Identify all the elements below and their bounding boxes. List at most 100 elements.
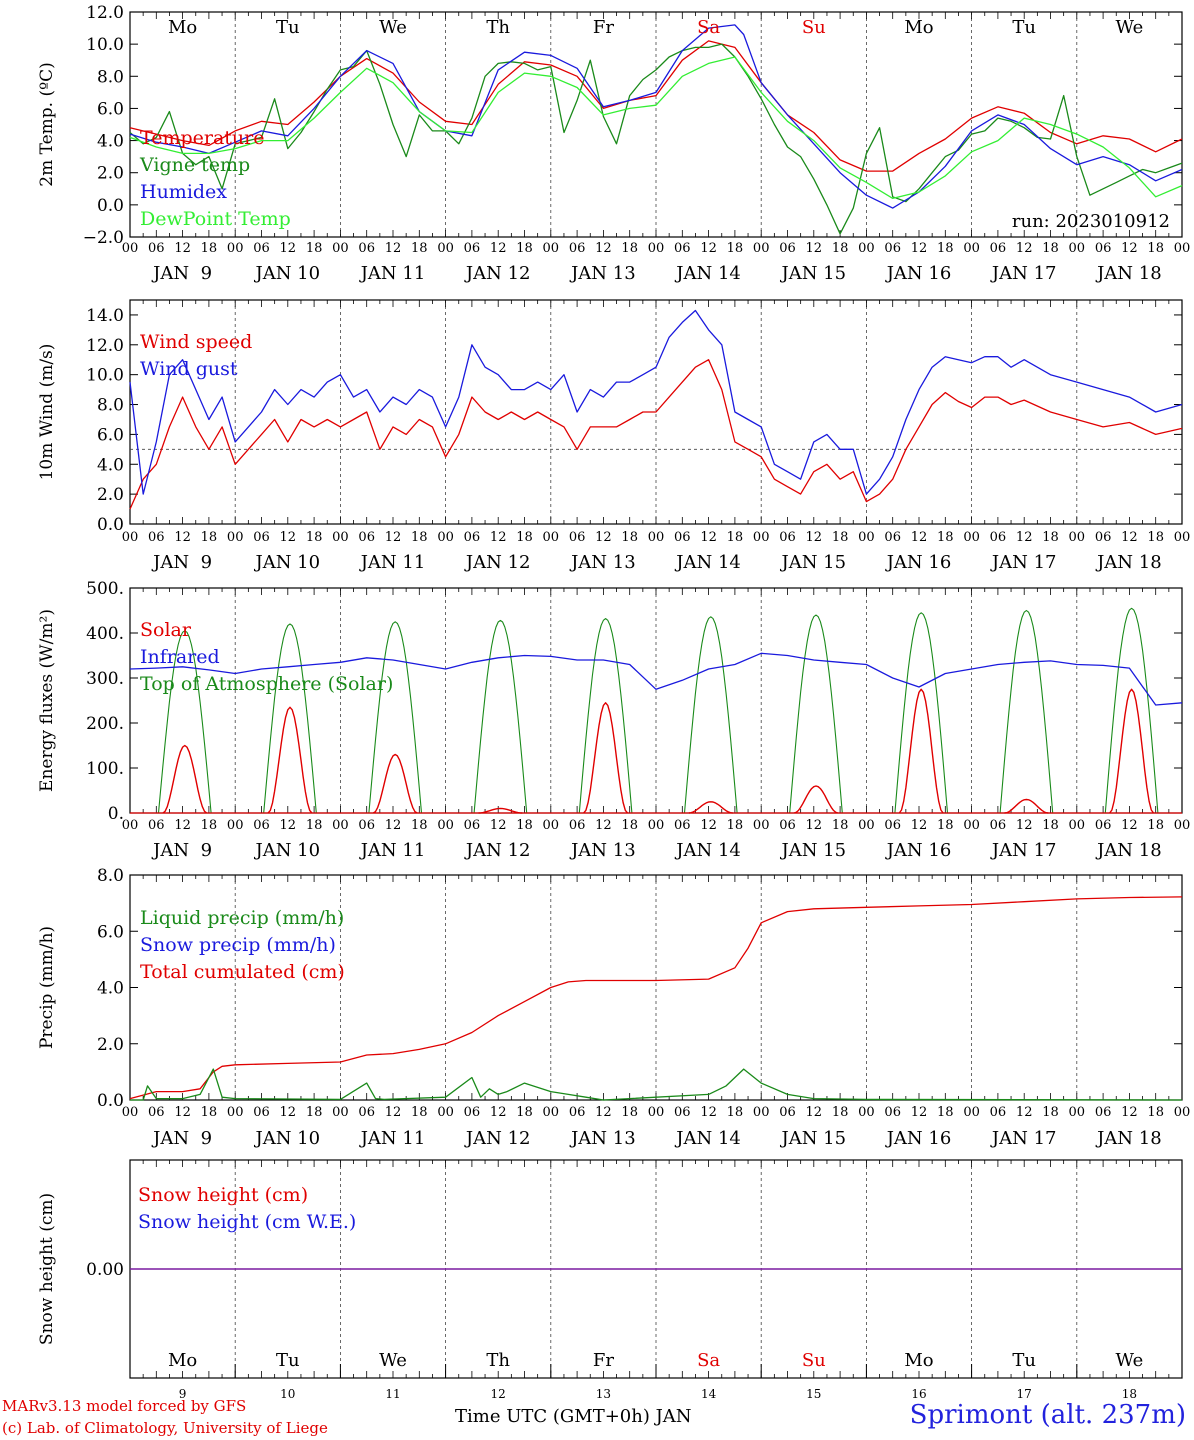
panel-4-hour-label: 12 [1121,1105,1138,1120]
panel-4-hour-label: 00 [543,1105,560,1120]
panel-1-ytick-label: 10.0 [86,35,124,55]
panel-3-legend-item: Infrared [140,646,220,668]
lab-credit: (c) Lab. of Climatology, University of L… [2,1419,328,1437]
panel-1-hour-label: 12 [911,241,928,256]
toa-solar-line [473,619,528,814]
panel-2-date-label: JAN 11 [359,552,426,573]
panel-3-hour-label: 12 [1016,818,1033,833]
weekday-label: We [1116,1350,1144,1371]
panel-1-hour-label: 00 [227,241,244,256]
day-number-label: 9 [179,1387,187,1401]
panel-2-hour-label: 06 [253,530,270,545]
weekday-label: Fr [593,17,614,38]
toa-solar-line [894,612,949,814]
panel-2-ytick-label: 10.0 [86,366,124,386]
panel-1-ytick-label: 12.0 [86,3,124,23]
panel-4-hour-label: 06 [1095,1105,1112,1120]
panel-4-ytick-label: 8.0 [97,866,124,886]
panel-4-hour-label: 06 [253,1105,270,1120]
panel-1-legend-item: DewPoint Temp [140,208,291,230]
panel-1-hour-label: 06 [253,241,270,256]
panel-3-date-label: JAN 17 [990,840,1057,861]
toa-solar-line [263,623,317,814]
panel-3-hour-label: 00 [1174,818,1191,833]
panel-3-hour-label: 12 [385,818,402,833]
toa-solar-line [999,609,1054,814]
panel-4-ylabel: Precip (mm/h) [37,926,57,1049]
weekday-label: Su [802,17,826,38]
toa-solar-line [578,618,633,814]
panel-2-hour-label: 00 [332,530,349,545]
panel-4-hour-label: 18 [306,1105,323,1120]
panel-1-hour-label: 06 [779,241,796,256]
panel-3-date-label: JAN 12 [464,840,531,861]
solar-line [267,706,313,814]
solar-line [372,753,418,814]
panel-1-legend-item: Vigne temp [139,154,250,176]
panel-4-hour-label: 12 [700,1105,717,1120]
panel-4-hour-label: 12 [280,1105,297,1120]
panel-3-hour-label: 18 [306,818,323,833]
panel-2-hour-label: 12 [806,530,823,545]
panel-4-hour-label: 18 [201,1105,218,1120]
panel-1-hour-label: 00 [963,241,980,256]
toa-solar-line [1104,607,1159,814]
weekday-label: We [1116,17,1144,38]
panel-4-hour-label: 18 [516,1105,533,1120]
panel-2-date-label: JAN 18 [1095,552,1162,573]
panel-4-date-label: JAN 14 [674,1128,741,1149]
panel-3-hour-label: 18 [727,818,744,833]
panel-3-date-label: JAN 9 [151,840,212,861]
panel-4-date-label: JAN 15 [780,1128,847,1149]
panel-3-hour-label: 00 [648,818,665,833]
panel-1-hour-label: 18 [516,241,533,256]
toa-solar-line [789,614,843,814]
toa-solar-line [368,621,423,814]
panel-4-hour-label: 00 [1174,1105,1191,1120]
panel-1-hour-label: 12 [806,241,823,256]
panel-1-legend-item: Humidex [140,181,227,203]
weekday-label: Mo [904,1350,933,1371]
weekday-label: Th [486,1350,510,1371]
panel-3-date-label: JAN 11 [359,840,426,861]
panel-3-hour-label: 18 [937,818,954,833]
panel-1-legend-item: Temperature [140,127,264,149]
panel-1-date-label: JAN 15 [780,263,847,284]
panel-2-hour-label: 18 [937,530,954,545]
panel-3-hour-label: 12 [490,818,507,833]
toa-solar-line [683,616,738,814]
panel-4-ytick-label: 0.0 [97,1091,124,1111]
panel-3-hour-label: 00 [332,818,349,833]
panel-2-hour-label: 18 [516,530,533,545]
wind-gust-line [129,309,1183,495]
infrared-line [129,652,1183,706]
panel-3-hour-label: 00 [437,818,454,833]
panel-3-hour-label: 06 [464,818,481,833]
panel-2-date-label: JAN 15 [780,552,847,573]
panel-1-hour-label: 18 [832,241,849,256]
panel-1-hour-label: 18 [621,241,638,256]
panel-2-date-label: JAN 10 [254,552,321,573]
panel-4-hour-label: 06 [779,1105,796,1120]
panel-3-date-label: JAN 10 [254,840,321,861]
weekday-label: Tu [1012,1350,1036,1371]
panel-4-date-label: JAN 16 [885,1128,952,1149]
panel-4-hour-label: 06 [569,1105,586,1120]
panel-3-hour-label: 06 [779,818,796,833]
panel-2-hour-label: 00 [543,530,560,545]
panel-3-hour-label: 06 [358,818,375,833]
panel-3-hour-label: 00 [227,818,244,833]
panel-2-hour-label: 12 [700,530,717,545]
panel-3-hour-label: 00 [858,818,875,833]
panel-3-hour-label: 18 [621,818,638,833]
panel-1-date-label: JAN 11 [359,263,426,284]
panel-4-hour-label: 18 [1042,1105,1059,1120]
panel-2-hour-label: 06 [674,530,691,545]
time-axis-label: Time UTC (GMT+0h) JAN [455,1406,692,1427]
panel-2-hour-label: 06 [779,530,796,545]
panel-4-hour-label: 06 [674,1105,691,1120]
panel-4-hour-label: 18 [937,1105,954,1120]
panel-2-hour-label: 12 [385,530,402,545]
panel-1-ytick-label: −2.0 [83,228,124,248]
panel-4-date-label: JAN 11 [359,1128,426,1149]
